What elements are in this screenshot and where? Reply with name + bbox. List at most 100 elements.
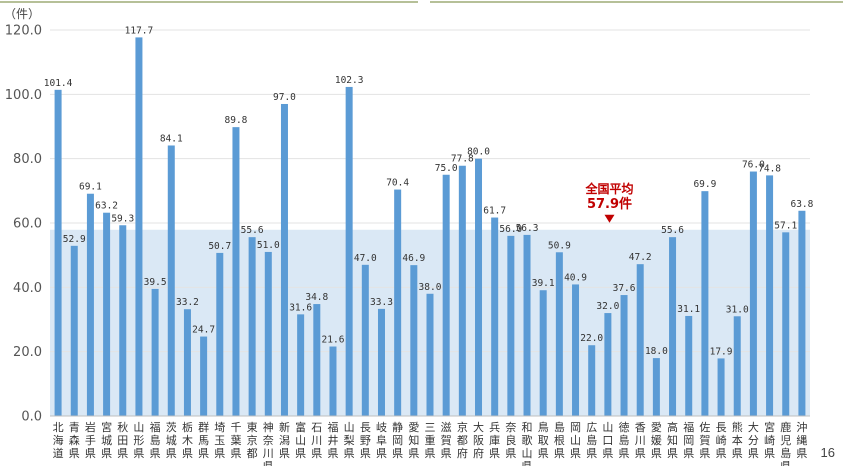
bar [685, 315, 693, 416]
bar [491, 217, 499, 416]
bar [523, 234, 531, 416]
bar [216, 252, 224, 416]
category-label: 広島県 [586, 421, 597, 460]
bar [458, 165, 466, 416]
value-label: 21.6 [322, 335, 345, 346]
category-label: 宮城県 [101, 420, 112, 460]
category-label: 鳥取県 [538, 420, 549, 460]
value-label: 18.0 [645, 346, 668, 357]
category-label: 鹿児島県 [780, 420, 791, 466]
bar [669, 237, 677, 416]
value-label: 47.2 [629, 252, 652, 263]
average-marker-icon [604, 214, 615, 223]
bar [297, 314, 305, 416]
bar [507, 235, 515, 416]
bar [701, 191, 709, 416]
value-label: 89.8 [225, 115, 248, 126]
bar [588, 345, 596, 416]
category-label: 山梨県 [344, 421, 355, 460]
bar [183, 309, 191, 416]
value-label: 31.0 [726, 304, 749, 315]
value-label: 34.8 [305, 292, 328, 303]
category-label: 千葉県 [230, 421, 241, 460]
y-tick-label: 20.0 [13, 345, 42, 360]
category-label: 和歌山県 [522, 421, 533, 466]
value-label: 117.7 [125, 25, 154, 36]
category-label: 福井県 [327, 420, 338, 460]
bar [410, 265, 418, 416]
bar [377, 308, 385, 416]
y-tick-label: 120.0 [5, 24, 42, 39]
category-label: 岩手県 [85, 420, 96, 460]
bar [232, 127, 240, 416]
bar [442, 174, 450, 416]
bar [572, 284, 580, 416]
value-label: 39.1 [532, 278, 555, 289]
category-label: 大阪府 [473, 420, 484, 460]
category-label: 新潟県 [279, 420, 290, 460]
page-number: 16 [820, 445, 835, 460]
bar [717, 358, 725, 416]
bar [798, 210, 806, 416]
bar [70, 245, 78, 416]
average-label-line2: 57.9件 [587, 196, 632, 212]
value-label: 46.9 [402, 253, 425, 264]
bar [313, 304, 321, 416]
category-labels: 北海道青森県岩手県宮城県秋田県山形県福島県茨城県栃木県群馬県埼玉県千葉県東京都神… [53, 420, 808, 466]
value-label: 50.7 [208, 241, 231, 252]
category-label: 茨城県 [166, 420, 177, 460]
bar [135, 37, 143, 416]
bar [264, 251, 272, 416]
value-labels: 101.4 52.9 69.1 63.259.3 117.7 39.5 84.1 33.2 24… [44, 25, 814, 357]
value-label: 70.4 [386, 178, 409, 189]
bar [475, 158, 483, 416]
category-label: 北海道 [53, 421, 64, 460]
bars [54, 37, 806, 416]
category-label: 滋賀県 [441, 421, 452, 460]
bar [329, 346, 337, 416]
category-label: 愛媛県 [651, 421, 662, 460]
y-tick-label: 60.0 [13, 217, 42, 232]
value-label: 69.9 [693, 179, 716, 190]
value-label: 74.8 [758, 163, 781, 174]
category-label: 青森県 [69, 421, 80, 460]
category-label: 秋田県 [117, 420, 128, 460]
value-label: 50.9 [548, 240, 571, 251]
y-tick-label: 0.0 [21, 410, 42, 425]
bar [555, 252, 563, 416]
bar [604, 313, 612, 416]
value-label: 17.9 [710, 346, 733, 357]
category-label: 奈良県 [505, 420, 516, 460]
value-label: 57.1 [774, 220, 797, 231]
bar [248, 237, 256, 416]
value-label: 31.1 [677, 304, 700, 315]
bar [733, 316, 741, 416]
category-label: 熊本県 [732, 420, 743, 460]
value-label: 24.7 [192, 325, 215, 336]
category-label: 佐賀県 [699, 420, 710, 460]
bar [151, 288, 159, 416]
y-tick-label: 40.0 [13, 281, 42, 296]
value-label: 80.0 [467, 147, 490, 158]
bar [620, 295, 628, 416]
value-label: 76.0 [742, 160, 765, 171]
category-label: 埼玉県 [214, 420, 225, 460]
category-label: 沖縄県 [796, 421, 807, 460]
bar [119, 225, 127, 416]
category-label: 富山県 [295, 420, 306, 460]
bar [54, 89, 62, 416]
y-tick-label: 80.0 [13, 152, 42, 167]
bar [636, 264, 644, 416]
value-label: 101.4 [44, 78, 73, 89]
value-label: 97.0 [273, 92, 296, 103]
bar [200, 336, 208, 416]
bar [280, 103, 288, 416]
value-label: 77.8 [451, 154, 474, 165]
bar [345, 86, 353, 416]
category-label: 福岡県 [683, 420, 694, 460]
y-axis-unit: （件） [4, 7, 40, 21]
category-label: 長野県 [360, 421, 371, 460]
value-label: 75.0 [435, 163, 458, 174]
category-label: 愛知県 [408, 421, 419, 460]
